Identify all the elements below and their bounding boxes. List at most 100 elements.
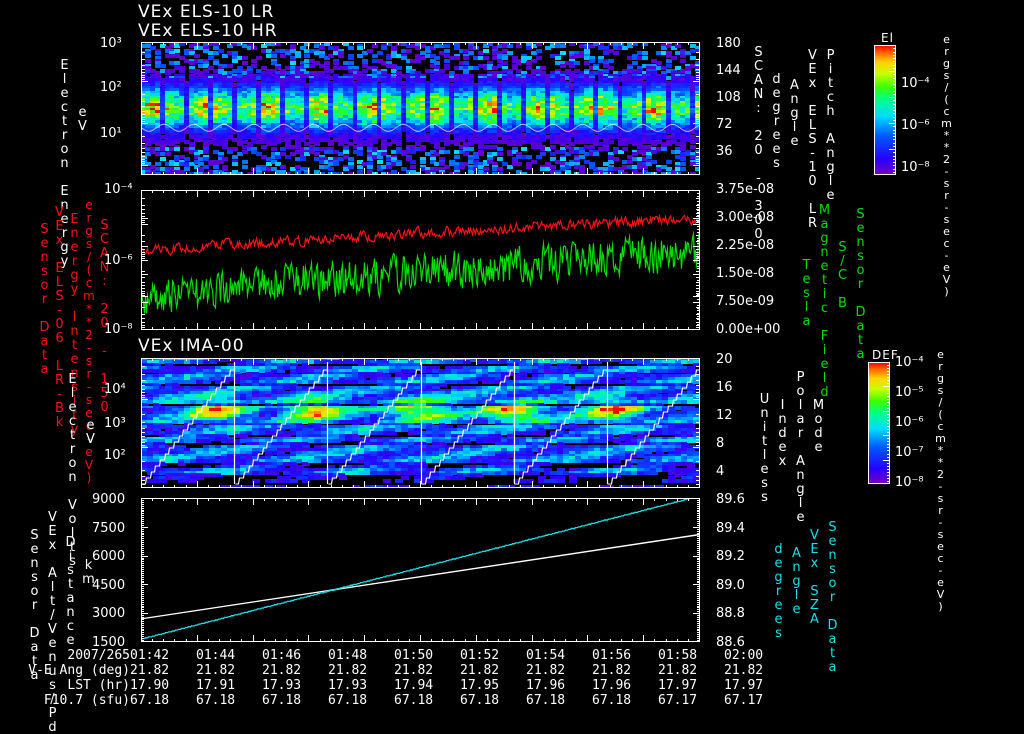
panel2-left-label-1: VEx ELS-06 LR-Bk (52, 205, 67, 429)
panel1-right-axis-sub1: VEx ELS-10 LR (805, 48, 820, 230)
panel1-right-axis-label: Pitch Angle (823, 48, 838, 202)
panel1-right-tick-1: 144 (716, 63, 741, 78)
panel3-left-tick-1: 10³ (104, 416, 126, 431)
panel4-left-label-3: km (81, 558, 96, 586)
time-6: 01:54 (526, 648, 566, 663)
ve-ang-4: 21.82 (394, 663, 434, 678)
panel1-title-line1: VEx ELS-10 LR (138, 2, 275, 22)
time-0: 01:42 (130, 648, 170, 663)
panel4-left-tick-1: 7500 (92, 521, 126, 536)
panel4-right-tick-5: 88.6 (716, 635, 745, 650)
panel2-right-tick-0: 3.75e-08 (716, 182, 775, 197)
time-4: 01:50 (394, 648, 434, 663)
panel1-colorbar (874, 45, 896, 175)
panel1-right-tick-2: 108 (716, 90, 741, 105)
panel4-right-tick-0: 89.6 (716, 492, 745, 507)
ve-ang-7: 21.82 (592, 663, 632, 678)
panel3-colorbar-caption: DEF (872, 348, 899, 362)
panel3-colorbar-tick-2: 10⁻⁶ (895, 415, 924, 430)
ve-ang-2: 21.82 (262, 663, 302, 678)
ve-ang-9: 21.82 (724, 663, 764, 678)
panel4-right-label-3: degrees (771, 542, 786, 640)
time-5: 01:52 (460, 648, 500, 663)
f107-9: 67.17 (724, 693, 764, 708)
panel2-right-tick-2: 2.25e-08 (716, 238, 775, 253)
f107-6: 67.18 (526, 693, 566, 708)
panel1-title-line2: VEx ELS-10 HR (138, 21, 278, 41)
panel2-right-label-3: Tesla (799, 258, 814, 328)
f107-4: 67.18 (394, 693, 434, 708)
panel4-right-tick-3: 89.0 (716, 578, 745, 593)
panel4-right-tick-4: 88.8 (716, 606, 745, 621)
panel2-left-tick-1: 10⁻⁶ (104, 253, 133, 268)
lst-8: 17.97 (658, 678, 698, 693)
lst-6: 17.96 (526, 678, 566, 693)
panel4-right-tick-1: 89.4 (716, 521, 745, 536)
panel3-title: VEx IMA-00 (138, 336, 245, 356)
panel2-right-label-2: Magnetic Field (817, 203, 832, 399)
panel1-colorbar-tick-0: 10⁻⁴ (901, 76, 930, 91)
panel3-left-tick-0: 10⁴ (104, 382, 126, 397)
panel3-left-tick-2: 10² (104, 448, 126, 463)
table-row-ve-ang: V-E Ang (deg) 21.82 21.82 21.82 21.82 21… (10, 663, 790, 678)
table-row-time: 2007/265 01:42 01:44 01:46 01:48 01:50 0… (10, 648, 790, 663)
panel3-colorbar-units: ergs/(cm**2-sr-sec-eV) (934, 348, 947, 612)
panel4-left-tick-3: 4500 (92, 578, 126, 593)
panel4-right-tick-2: 89.2 (716, 549, 745, 564)
ima-polar-angle-spectrogram[interactable] (141, 358, 700, 488)
row-label-ve-ang: V-E Ang (deg) (28, 663, 130, 678)
panel3-right-tick-1: 16 (716, 380, 733, 395)
panel2-right-tick-5: 0.00e+00 (716, 322, 781, 337)
panel4-left-tick-0: 9000 (92, 492, 126, 507)
table-row-lst: LST (hr) 17.90 17.91 17.93 17.93 17.94 1… (10, 678, 790, 693)
panel1-left-axis-units: eV (75, 105, 90, 133)
panel1-colorbar-caption: El (881, 31, 894, 45)
time-9: 02:00 (724, 648, 764, 663)
panel3-colorbar-tick-1: 10⁻⁵ (895, 385, 924, 400)
panel3-colorbar-tick-4: 10⁻⁸ (895, 475, 924, 490)
panel2-right-tick-3: 1.50e-08 (716, 266, 775, 281)
lst-2: 17.93 (262, 678, 302, 693)
panel4-left-label-1: VEx Alt/Venus/Pd (45, 510, 60, 734)
panel3-right-axis-label: Mode (811, 398, 826, 454)
panel2-left-label-0: Sensor Data (37, 222, 52, 376)
panel4-left-tick-5: 1500 (92, 635, 126, 650)
energy-intensity-and-magnetic-field-plot[interactable] (141, 190, 700, 330)
panel3-left-axis-label: Electron Volts (65, 372, 80, 568)
ve-ang-3: 21.82 (328, 663, 368, 678)
panel4-left-tick-2: 6000 (92, 549, 126, 564)
panel1-right-axis-units: degrees (769, 72, 784, 170)
f107-3: 67.18 (328, 693, 368, 708)
lst-0: 17.90 (130, 678, 170, 693)
bottom-parameter-table: 2007/265 01:42 01:44 01:46 01:48 01:50 0… (10, 648, 790, 708)
ve-ang-8: 21.82 (658, 663, 698, 678)
f107-2: 67.18 (262, 693, 302, 708)
panel1-left-tick-0: 10³ (100, 36, 122, 51)
panel1-right-axis-sub2: Angle (787, 78, 802, 148)
time-1: 01:44 (196, 648, 236, 663)
panel3-right-axis-sub1: Polar Angle (793, 370, 808, 524)
panel3-right-axis-units: Unitless (757, 392, 772, 504)
panel3-right-tick-2: 12 (716, 408, 733, 423)
panel1-right-tick-3: 72 (716, 117, 733, 132)
panel1-left-tick-2: 10¹ (100, 126, 122, 141)
ve-ang-1: 21.82 (196, 663, 236, 678)
panel1-colorbar-tick-1: 10⁻⁶ (901, 118, 930, 133)
els-pitch-angle-spectrogram[interactable] (141, 42, 700, 175)
f107-0: 67.18 (130, 693, 170, 708)
row-label-f107: F10.7 (sfu) (43, 693, 130, 708)
lst-3: 17.93 (328, 678, 368, 693)
panel4-right-label-0: Sensor Data (825, 520, 840, 674)
f107-8: 67.17 (658, 693, 698, 708)
panel1-right-tick-0: 180 (716, 36, 741, 51)
panel3-right-axis-sub2: Index (775, 398, 790, 468)
panel3-right-tick-0: 20 (716, 352, 733, 367)
f107-7: 67.18 (592, 693, 632, 708)
panel4-left-label-2: Distance (63, 535, 78, 647)
panel2-left-tick-2: 10⁻⁸ (104, 322, 133, 337)
panel1-left-axis-label: Electron Energy (57, 58, 72, 268)
panel2-right-tick-4: 7.50e-09 (716, 294, 775, 309)
altitude-and-sza-plot[interactable] (141, 498, 700, 642)
panel3-colorbar (868, 362, 890, 484)
f107-5: 67.18 (460, 693, 500, 708)
